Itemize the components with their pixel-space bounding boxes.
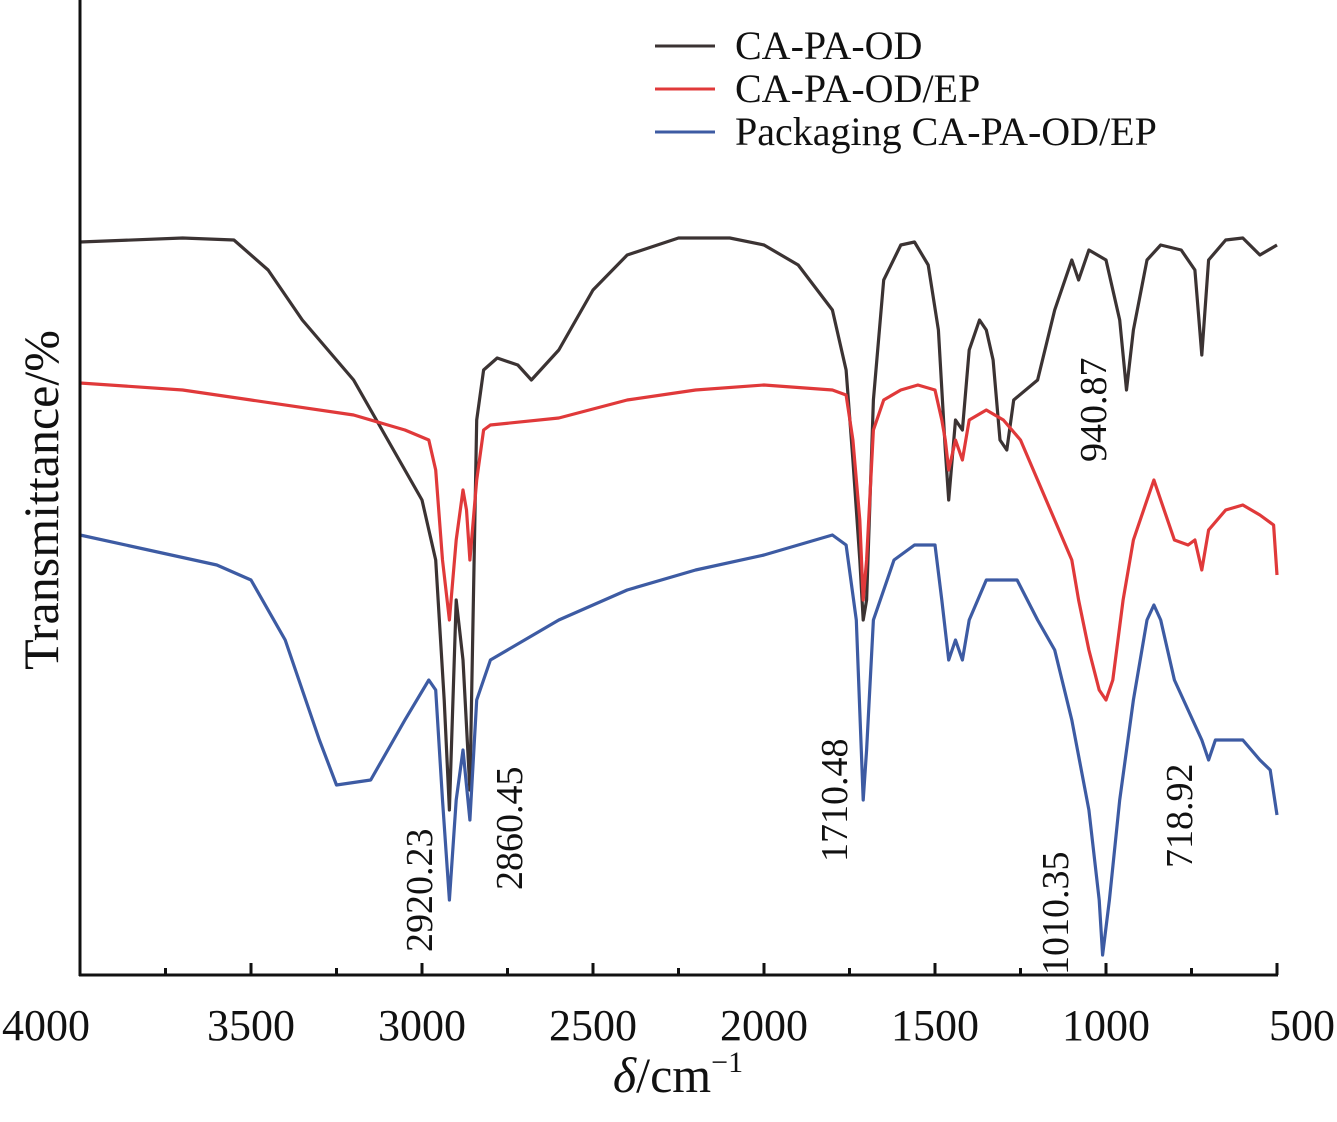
peak-label: 1010.35 <box>1035 852 1077 976</box>
x-tick-label: 3000 <box>378 1001 466 1050</box>
series-line-0 <box>79 236 1278 812</box>
peak-label: 2860.45 <box>489 767 531 891</box>
x-tick-label: 1500 <box>891 1001 979 1050</box>
peak-annotations: 2920.23 2860.45 1710.48 1010.35 718.92 940.87 <box>399 358 1201 976</box>
x-tick-label: 1000 <box>1062 1001 1150 1050</box>
x-axis-exponent: −1 <box>711 1046 743 1079</box>
legend-label: CA-PA-OD/EP <box>735 66 980 111</box>
legend-label: Packaging CA-PA-OD/EP <box>735 109 1157 154</box>
x-axis-unit: /cm <box>636 1047 711 1103</box>
x-tick-label: 4000 <box>2 1001 90 1050</box>
x-ticks: 4000 3500 3000 2500 2000 1500 1000 500 <box>2 963 1335 1050</box>
peak-label: 1710.48 <box>814 739 856 863</box>
x-axis-symbol: δ <box>613 1047 637 1103</box>
legend-label: CA-PA-OD <box>735 23 922 68</box>
peak-label: 940.87 <box>1073 358 1115 463</box>
x-tick-label: 2500 <box>549 1001 637 1050</box>
x-tick-label: 3500 <box>207 1001 295 1050</box>
series-line-2 <box>79 533 1279 957</box>
series-line-1 <box>79 381 1279 702</box>
x-tick-label: 500 <box>1269 1001 1335 1050</box>
series-layer <box>79 236 1279 957</box>
peak-label: 718.92 <box>1159 764 1201 869</box>
x-axis-label: δ/cm−1 <box>613 1046 743 1103</box>
x-tick-label: 2000 <box>720 1001 808 1050</box>
y-axis-label: Transmittance/% <box>13 330 69 670</box>
peak-label: 2920.23 <box>399 829 441 953</box>
